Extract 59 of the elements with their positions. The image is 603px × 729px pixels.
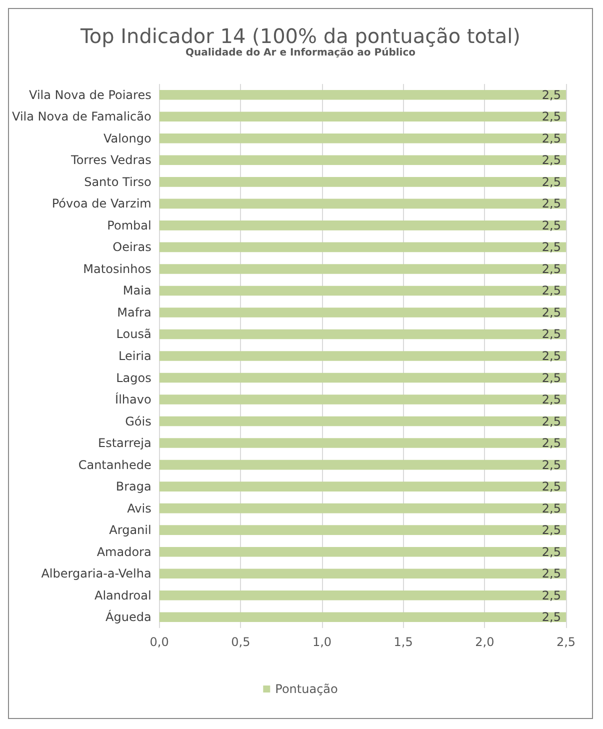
data-label: 2,5 <box>542 131 561 146</box>
data-label: 2,5 <box>542 523 561 538</box>
data-label: 2,5 <box>542 588 561 602</box>
y-tick-label: Cantanhede <box>78 458 152 472</box>
data-label: 2,5 <box>542 610 561 624</box>
data-label: 2,5 <box>542 327 561 342</box>
data-label: 2,5 <box>542 458 561 472</box>
data-label: 2,5 <box>542 349 561 363</box>
y-tick-label: Braga <box>116 480 152 494</box>
data-label: 2,5 <box>542 196 561 211</box>
data-label: 2,5 <box>542 262 561 276</box>
y-tick-label: Lagos <box>116 370 152 385</box>
data-label: 2,5 <box>542 436 561 450</box>
data-label: 2,5 <box>542 174 561 189</box>
y-tick-label: Mafra <box>117 305 152 320</box>
data-label: 2,5 <box>542 566 561 581</box>
y-tick-label: Vila Nova de Poiares <box>29 88 152 102</box>
data-label: 2,5 <box>542 544 561 559</box>
y-tick-label: Góis <box>125 414 152 428</box>
data-label: 2,5 <box>542 480 561 494</box>
y-tick-label: Santo Tirso <box>84 174 152 189</box>
legend-label: Pontuação <box>275 682 338 696</box>
data-label: 2,5 <box>542 110 561 124</box>
x-tick-label: 2,5 <box>556 635 576 649</box>
y-tick-label: Amadora <box>96 544 152 559</box>
x-tick-label: 1,5 <box>394 635 413 649</box>
y-tick-label: Pombal <box>107 218 152 232</box>
chart-subtitle: Qualidade do Ar e Informação ao Público <box>185 48 416 58</box>
y-tick-label: Valongo <box>103 131 152 146</box>
y-tick-label: Alandroal <box>94 588 152 602</box>
y-tick-label: Arganil <box>109 523 152 538</box>
y-tick-label: Torres Vedras <box>70 153 152 168</box>
y-tick-label: Póvoa de Varzim <box>52 196 152 211</box>
data-label: 2,5 <box>542 88 561 102</box>
data-label: 2,5 <box>542 153 561 168</box>
x-tick-label: 2,0 <box>475 635 494 649</box>
data-label: 2,5 <box>542 305 561 320</box>
data-label: 2,5 <box>542 240 561 254</box>
y-tick-label: Águeda <box>106 609 152 624</box>
data-label: 2,5 <box>542 218 561 232</box>
data-label: 2,5 <box>542 501 561 516</box>
x-tick-label: 0,0 <box>150 635 169 649</box>
y-tick-label: Estarreja <box>98 436 152 450</box>
x-tick-label: 0,5 <box>231 635 250 649</box>
y-tick-label: Matosinhos <box>83 262 152 276</box>
data-label: 2,5 <box>542 284 561 298</box>
data-label: 2,5 <box>542 370 561 385</box>
y-tick-label: Vila Nova de Famalicão <box>12 110 152 124</box>
y-tick-label: Ílhavo <box>115 392 152 407</box>
y-tick-label: Leiria <box>118 349 152 363</box>
y-tick-label: Maia <box>122 284 152 298</box>
data-label: 2,5 <box>542 414 561 428</box>
y-tick-label: Oeiras <box>112 240 152 254</box>
y-tick-label: Avis <box>127 501 152 516</box>
y-tick-label: Albergaria-a-Velha <box>41 566 152 581</box>
chart-title: Top Indicador 14 (100% da pontuação total) <box>80 24 520 48</box>
data-label: 2,5 <box>542 392 561 407</box>
y-tick-label: Lousã <box>116 327 152 342</box>
x-tick-label: 1,0 <box>312 635 332 649</box>
